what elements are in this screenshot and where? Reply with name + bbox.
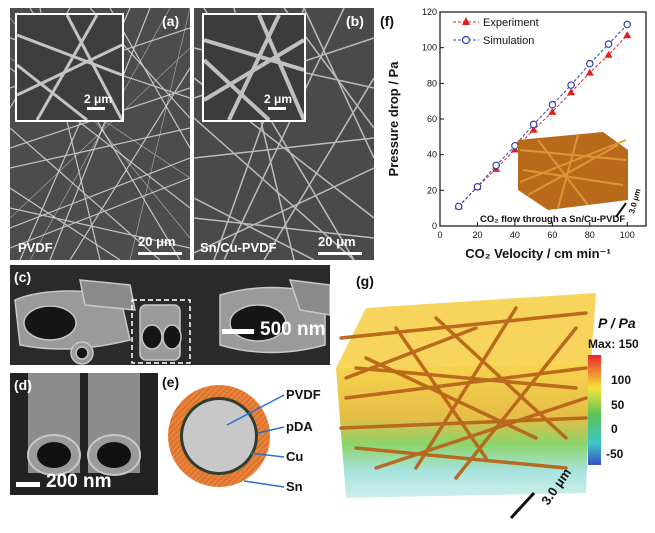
panel-d-scalebar (16, 482, 40, 487)
selection-box (131, 299, 191, 364)
x-tick-label-4: 80 (585, 230, 595, 240)
y-tick-label-0: 0 (432, 221, 437, 231)
panel-e-schematic: (e) PVDF pDA Cu Sn (162, 373, 330, 503)
colorbar (588, 355, 601, 465)
fiber-structure-inset: 3.0 μm (518, 132, 642, 218)
y-tick-label-6: 120 (422, 7, 437, 17)
x-tick-label-5: 100 (620, 230, 635, 240)
panel-a-inset-scale-label: 2 μm (84, 92, 113, 106)
y-tick-label-2: 40 (427, 150, 437, 160)
panel-b-scalebar (318, 252, 362, 255)
series-line-experiment (458, 34, 628, 207)
hollow-tubes-image (10, 265, 330, 365)
sn-layer-label: Sn (286, 479, 303, 494)
legend-simulation-label: Simulation (483, 35, 534, 47)
panel-b-material-label: Sn/Cu-PVDF (200, 240, 277, 255)
point-simulation-7 (586, 59, 594, 68)
pressure-drop-chart: (f) Pressure drop / Pa CO₂ Velocity / cm… (380, 7, 647, 261)
tube-cross-section-image (10, 373, 158, 495)
point-experiment-9 (623, 31, 632, 39)
point-simulation-4 (529, 120, 538, 129)
colorbar-tick-100: 100 (611, 373, 631, 387)
panel-g-3d-pressure: (g) 3.0 μm P / Pa Max: 150 100 50 0 -50 (336, 268, 655, 533)
panel-b-label: (b) (346, 13, 364, 29)
panel-g-label: (g) (356, 273, 374, 289)
panel-e-label: (e) (162, 374, 179, 390)
point-experiment-5 (548, 107, 557, 115)
point-simulation-1 (473, 182, 482, 191)
panel-f-label: (f) (380, 13, 394, 29)
panel-c-sem-image: (c) 500 nm (10, 265, 330, 365)
point-simulation-8 (604, 40, 613, 48)
layer-schematic: (e) PVDF pDA Cu Sn (162, 374, 321, 494)
x-tick-label-2: 40 (510, 230, 520, 240)
colorbar-tick-50: 50 (611, 398, 625, 412)
pressure-field-render: (g) 3.0 μm P / Pa Max: 150 100 50 0 -50 (336, 273, 639, 520)
point-experiment-8 (604, 50, 613, 58)
y-tick-label-1: 20 (427, 185, 437, 195)
colorbar-tick-0: 0 (611, 422, 618, 436)
panel-b-inset-scalebar (268, 107, 286, 110)
panel-b-sem-image: 2 μm (b) Sn/Cu-PVDF 20 μm (194, 8, 374, 260)
y-tick-label-5: 100 (422, 43, 437, 53)
pvdf-layer-label: PVDF (286, 387, 321, 402)
panel-a-label: (a) (162, 13, 180, 29)
colorbar-tick-minus50: -50 (606, 447, 624, 461)
cu-layer-label: Cu (286, 449, 303, 464)
panel-d-scale-label: 200 nm (46, 471, 112, 492)
point-experiment-4 (529, 125, 538, 133)
sn-pointer (243, 480, 285, 488)
panel-d-sem-image: (d) 200 nm (10, 373, 158, 495)
point-experiment-7 (585, 68, 594, 76)
panel-g-scalebar (509, 491, 536, 520)
panel-a-scale-label: 20 μm (138, 234, 176, 249)
panel-c-label: (c) (14, 269, 32, 285)
y-tick-label-3: 60 (427, 114, 437, 124)
panel-d-label: (d) (14, 377, 32, 393)
inset-scalebar (615, 202, 627, 218)
colorbar-max-label: Max: 150 (588, 337, 639, 351)
pvdf-pointer (226, 394, 285, 426)
series-line-simulation (458, 24, 628, 207)
panel-a-material-label: PVDF (18, 240, 53, 255)
panel-b-inset-scale-label: 2 μm (264, 92, 293, 106)
core-pvdf (183, 400, 255, 472)
panel-c-scale-label: 500 nm (260, 319, 326, 340)
legend-experiment-marker (462, 17, 470, 25)
point-simulation-9 (623, 20, 632, 29)
x-axis-label: CO₂ Velocity / cm min⁻¹ (465, 246, 611, 261)
legend: Experiment Simulation (453, 17, 539, 47)
chart-caption: CO₂ flow through a Sn/Cu-PVDF (480, 214, 625, 225)
x-tick-label-1: 20 (472, 230, 482, 240)
panel-b-inset: 2 μm (202, 13, 306, 122)
panel-a-inset: 2 μm (15, 13, 124, 122)
panel-a-inset-scalebar (87, 107, 105, 110)
point-simulation-0 (454, 202, 463, 211)
inset-scale-label: 3.0 μm (627, 188, 642, 215)
panel-c-scalebar (222, 329, 254, 334)
legend-experiment-label: Experiment (483, 17, 539, 29)
point-simulation-5 (548, 100, 557, 109)
x-tick-label-3: 60 (547, 230, 557, 240)
x-tick-label-0: 0 (437, 230, 442, 240)
legend-simulation-marker (461, 35, 471, 45)
pda-pointer (257, 426, 285, 434)
pda-layer-label: pDA (286, 419, 313, 434)
y-tick-label-4: 80 (427, 78, 437, 88)
cu-pointer (249, 452, 285, 458)
y-axis-label: Pressure drop / Pa (386, 61, 401, 177)
point-simulation-2 (492, 161, 500, 170)
point-simulation-3 (511, 141, 519, 150)
colorbar-title: P / Pa (598, 315, 636, 331)
point-experiment-6 (567, 88, 576, 96)
panel-b-scale-label: 20 μm (318, 234, 356, 249)
point-simulation-6 (567, 81, 575, 89)
panel-f-chart: (f) Pressure drop / Pa CO₂ Velocity / cm… (378, 0, 655, 265)
panel-a-scalebar (138, 252, 182, 255)
panel-a-sem-image: 2 μm (a) PVDF 20 μm (10, 8, 190, 260)
